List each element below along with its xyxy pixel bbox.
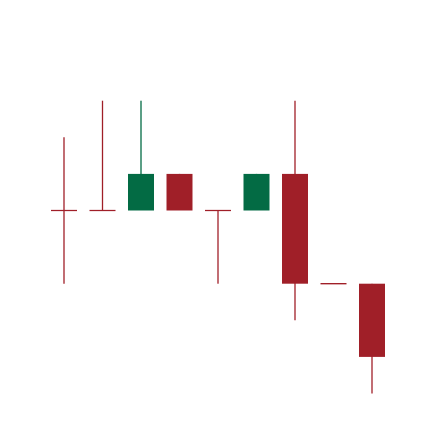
candle-3-body xyxy=(128,173,154,211)
candle-7-body xyxy=(282,173,308,284)
candle-9 xyxy=(359,283,385,394)
candle-4-body xyxy=(166,173,193,211)
candle-6-body xyxy=(243,173,270,211)
candle-9-body xyxy=(359,283,385,357)
candles-layer xyxy=(51,100,385,394)
candle-3 xyxy=(128,100,154,211)
candle-7 xyxy=(282,100,308,321)
candle-6 xyxy=(243,173,270,211)
candle-1 xyxy=(51,137,77,284)
candle-4 xyxy=(166,173,193,211)
candle-5 xyxy=(205,209,231,284)
candle-2 xyxy=(89,100,116,212)
